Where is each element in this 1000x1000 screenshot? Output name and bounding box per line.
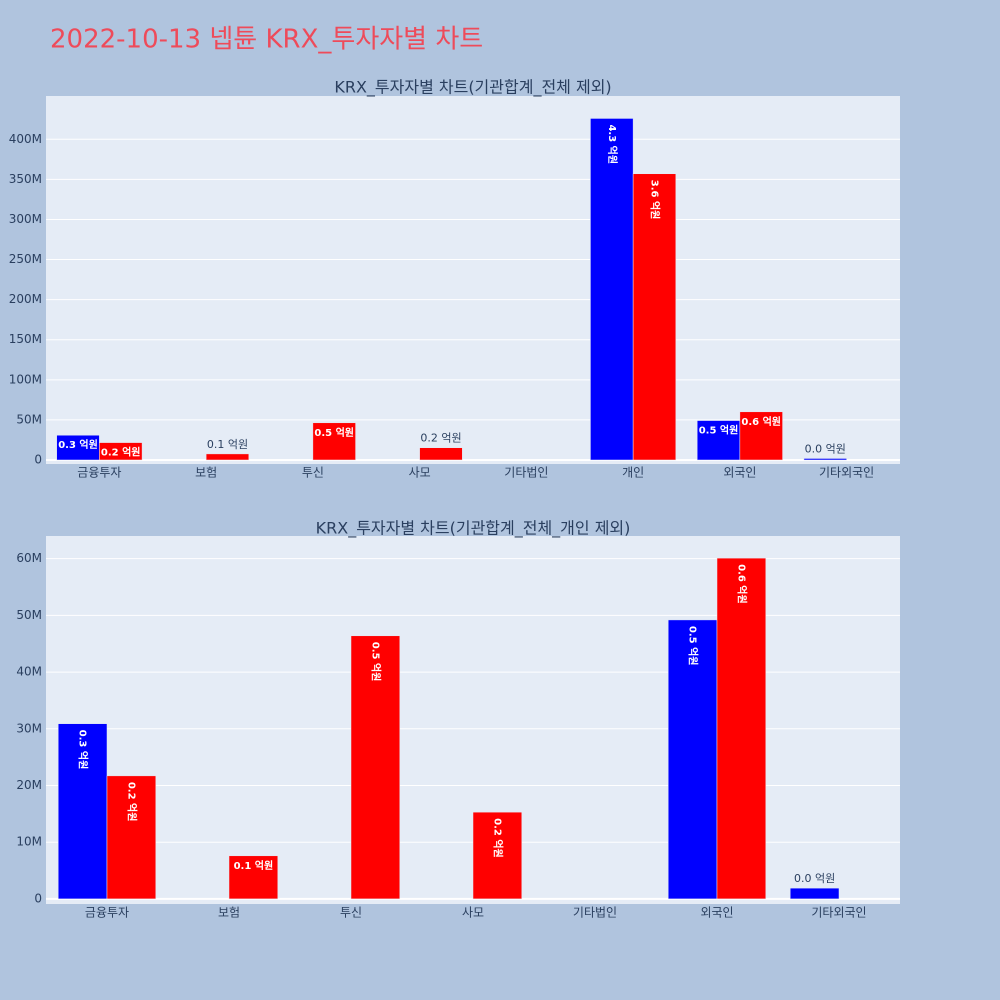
x-tick-label: 기타법인	[504, 466, 548, 480]
bar	[350, 635, 401, 900]
y-tick-label: 400M	[9, 132, 42, 146]
bar	[57, 723, 108, 900]
value-label: 0.2 억원	[491, 818, 504, 858]
bar	[667, 619, 718, 900]
bar	[716, 557, 767, 900]
x-tick-label: 외국인	[700, 906, 733, 920]
y-tick-label: 20M	[16, 778, 42, 792]
y-tick-label: 50M	[16, 412, 42, 426]
value-label: 4.3 억원	[606, 124, 619, 164]
x-tick-label: 보험	[195, 466, 217, 480]
y-tick-label: 0	[34, 452, 42, 466]
bar	[419, 447, 463, 461]
bar	[205, 453, 250, 461]
bar	[228, 855, 279, 900]
y-tick-label: 150M	[9, 332, 42, 346]
x-tick-label: 개인	[622, 466, 644, 480]
y-tick-label: 200M	[9, 292, 42, 306]
bar	[106, 775, 157, 900]
plot-area	[46, 96, 900, 464]
value-label: 0.3 억원	[77, 730, 90, 770]
y-tick-label: 0	[34, 891, 42, 905]
y-tick-label: 60M	[16, 551, 42, 565]
value-label: 0.2 억원	[125, 782, 138, 822]
value-label: 0.0 억원	[794, 872, 835, 885]
value-label: 0.2 억원	[420, 432, 461, 445]
value-label: 0.6 억원	[741, 415, 781, 428]
value-label: 0.6 억원	[735, 564, 748, 604]
value-label: 0.0 억원	[805, 442, 846, 455]
y-tick-label: 300M	[9, 212, 42, 226]
page-title: 2022-10-13 넵튠 KRX_투자자별 차트	[50, 25, 483, 55]
value-label: 0.5 억원	[369, 642, 382, 682]
value-label: 0.1 억원	[234, 859, 274, 872]
x-tick-label: 보험	[218, 906, 240, 920]
y-tick-label: 50M	[16, 608, 42, 622]
bar	[632, 173, 677, 461]
bar	[472, 811, 523, 900]
value-label: 0.5 억원	[314, 426, 354, 439]
y-tick-label: 30M	[16, 721, 42, 735]
value-label: 0.1 억원	[207, 438, 248, 451]
y-tick-label: 10M	[16, 835, 42, 849]
y-tick-label: 350M	[9, 172, 42, 186]
x-tick-label: 사모	[462, 906, 484, 920]
bar	[739, 411, 783, 461]
value-label: 0.5 억원	[699, 424, 739, 437]
y-tick-label: 40M	[16, 665, 42, 679]
bar	[803, 458, 847, 461]
x-tick-label: 금융투자	[77, 466, 121, 480]
bar	[312, 422, 356, 461]
x-tick-label: 투신	[302, 466, 324, 480]
x-tick-label: 기타법인	[573, 906, 617, 920]
bar	[590, 118, 634, 461]
value-label: 0.5 억원	[687, 626, 700, 666]
bar	[696, 420, 741, 461]
chart-title: KRX_투자자별 차트(기관합계_전체_개인 제외)	[316, 519, 631, 539]
value-label: 0.3 억원	[58, 438, 98, 451]
x-tick-label: 사모	[409, 466, 431, 480]
x-tick-label: 기타외국인	[811, 906, 866, 920]
chart-title: KRX_투자자별 차트(기관합계_전체 제외)	[334, 78, 611, 98]
x-tick-label: 금융투자	[85, 906, 129, 920]
y-tick-label: 100M	[9, 372, 42, 386]
bar	[789, 887, 840, 900]
value-label: 3.6 억원	[648, 180, 661, 220]
x-tick-label: 투신	[340, 906, 362, 920]
x-tick-label: 외국인	[723, 466, 756, 480]
y-tick-label: 250M	[9, 252, 42, 266]
value-label: 0.2 억원	[101, 446, 141, 459]
bar	[99, 442, 143, 461]
x-tick-label: 기타외국인	[819, 466, 874, 480]
